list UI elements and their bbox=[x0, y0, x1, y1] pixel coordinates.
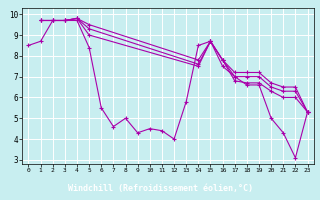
Text: Windchill (Refroidissement éolien,°C): Windchill (Refroidissement éolien,°C) bbox=[68, 184, 252, 193]
